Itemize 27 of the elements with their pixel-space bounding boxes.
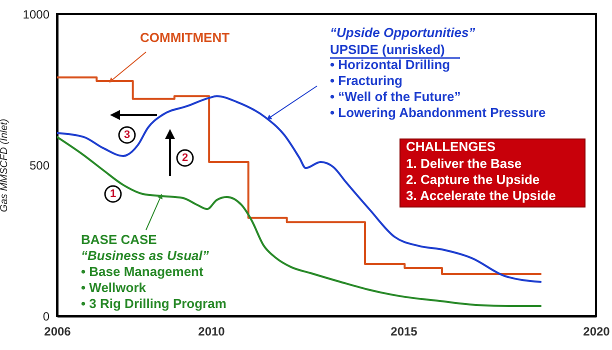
annotation: • Lowering Abandonment Pressure xyxy=(330,105,546,120)
annotation: • Horizontal Drilling xyxy=(330,57,450,72)
annotation: 2. Capture the Upside xyxy=(406,172,540,187)
annotation: 3. Accelerate the Upside xyxy=(406,188,556,203)
annotation: CHALLENGES xyxy=(406,139,496,154)
annotation: COMMITMENT xyxy=(140,30,230,45)
annotation: • Wellwork xyxy=(81,280,147,295)
annotation: 3 xyxy=(124,129,130,141)
annotation: • Base Management xyxy=(81,264,204,279)
y-tick-label: 1000 xyxy=(22,8,50,22)
annotation: “Upside Opportunities” xyxy=(330,25,476,40)
x-tick-label: 2010 xyxy=(198,324,226,338)
x-tick-label: 2006 xyxy=(44,324,72,338)
annotation: • “Well of the Future” xyxy=(330,89,461,104)
annotation: “Business as Usual” xyxy=(81,248,210,263)
annotation: 2 xyxy=(182,152,188,164)
y-axis-title: Gas MMSCFD (Inlet) xyxy=(0,118,10,212)
annotation: 1 xyxy=(110,188,116,200)
x-tick-label: 2020 xyxy=(583,324,610,338)
y-tick-label: 0 xyxy=(42,310,50,324)
annotation: • Fracturing xyxy=(330,73,403,88)
y-tick-label: 500 xyxy=(29,158,50,172)
annotation: UPSIDE (unrisked) xyxy=(330,42,445,57)
annotation: 1. Deliver the Base xyxy=(406,156,522,171)
annotation: BASE CASE xyxy=(81,232,158,247)
x-tick-label: 2015 xyxy=(390,324,418,338)
annotation: • 3 Rig Drilling Program xyxy=(81,296,226,311)
